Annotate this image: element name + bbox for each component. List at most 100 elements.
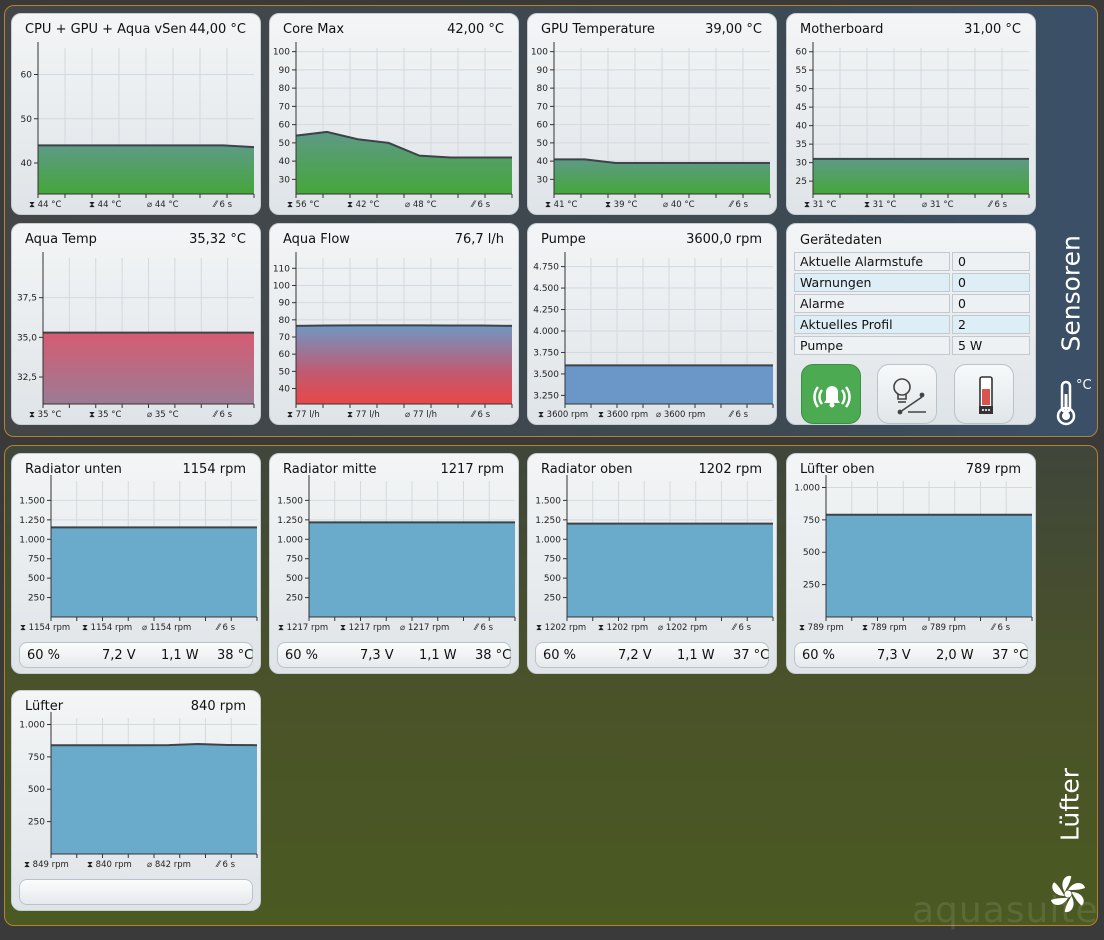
- stat-avg: ⌀ 77 l/h: [405, 410, 437, 420]
- interval-icon: ⁄⁄: [472, 410, 475, 420]
- stat-avg: ⌀ 842 rpm: [147, 860, 191, 870]
- stat-min: ⧗ 1202 rpm: [598, 623, 649, 633]
- fan-info-bar: 60 % 7,3 V 2,0 W 37 °C: [794, 642, 1028, 668]
- fan-panel-luefter[interactable]: Lüfter 840 rpm 250 500 750 1.000 ⧗ 849 rpm …: [11, 690, 261, 911]
- device-row-alarms: Alarme 0: [794, 294, 1030, 313]
- y-tick-label: 50: [279, 367, 291, 377]
- panel-value: 31,00 °C: [964, 22, 1021, 37]
- panel-title: Radiator mitte: [283, 462, 377, 477]
- sensor-panel-aquaflow[interactable]: Aqua Flow 76,7 l/h 40 50 60 70 80 90 100 110 ⧗ …: [269, 223, 519, 425]
- series-area: [296, 131, 512, 194]
- stat-min: ⧗ 840 rpm: [87, 860, 132, 870]
- y-tick-label: 35,0: [17, 333, 37, 343]
- fan-info-bar-empty: [19, 879, 253, 905]
- y-tick-label: 40: [796, 122, 808, 132]
- interval-icon: ⁄⁄: [217, 623, 220, 633]
- y-tick-label: 32,5: [17, 373, 37, 383]
- series-area: [565, 365, 773, 404]
- sensor-panel-coremax[interactable]: Core Max 42,00 °C 30 40 50 60 70 80 90 100 ⧗ 56…: [269, 13, 519, 215]
- min-icon: ⧗: [598, 623, 604, 633]
- thermometer-icon: [1056, 380, 1076, 426]
- min-icon: ⧗: [87, 860, 93, 870]
- panel-title: CPU + GPU + Aqua vSen: [25, 22, 187, 37]
- fan-panel-rad-mitte[interactable]: Radiator mitte 1217 rpm 250 500 750 1.000 1.…: [269, 453, 519, 674]
- min-icon: ⧗: [89, 410, 95, 420]
- panel-title: Aqua Temp: [25, 232, 97, 247]
- y-tick-label: 500: [803, 548, 820, 558]
- y-tick-label: 30: [537, 175, 549, 185]
- sensor-panel-aquatemp[interactable]: Aqua Temp 35,32 °C 32,5 35,0 37,5 ⧗ 35 °C …: [11, 223, 261, 425]
- y-tick-label: 1.250: [19, 516, 45, 526]
- min-icon: ⧗: [605, 200, 611, 210]
- min-icon: ⧗: [347, 410, 353, 420]
- interval-icon: ⁄⁄: [475, 623, 478, 633]
- y-tick-label: 1.500: [535, 496, 561, 506]
- panel-value: 35,32 °C: [189, 232, 246, 247]
- y-tick-label: 70: [279, 333, 291, 343]
- sensor-panel-gpu[interactable]: GPU Temperature 39,00 °C 30 40 50 60 70 80 90 1…: [527, 13, 777, 215]
- panel-title: Core Max: [283, 22, 345, 37]
- y-tick-label: 100: [273, 281, 290, 291]
- stat-interval: ⁄⁄ 6 s: [217, 860, 236, 870]
- stat-interval: ⁄⁄ 6 s: [733, 623, 752, 633]
- stat-avg: ⌀ 31 °C: [922, 200, 954, 210]
- min-icon: ⧗: [864, 200, 870, 210]
- stat-interval: ⁄⁄ 6 s: [214, 200, 233, 210]
- y-tick-label: 250: [28, 818, 45, 828]
- stat-min: ⧗ 1154 rpm: [82, 623, 133, 633]
- fan-icon: [1051, 875, 1085, 913]
- fan-panel-rad-unten[interactable]: Radiator unten 1154 rpm 250 500 750 1.000 1.…: [11, 453, 261, 674]
- series-area: [813, 158, 1029, 194]
- y-tick-label: 50: [796, 85, 808, 95]
- fan-panel-luefter-oben[interactable]: Lüfter oben 789 rpm 250 500 750 1.000 ⧗ 789…: [786, 453, 1036, 674]
- chart-pump: 3.250 3.500 3.750 4.000 4.250 4.500 4.750: [533, 252, 774, 408]
- max-icon: ⧗: [536, 623, 542, 633]
- light-switch-button[interactable]: [877, 364, 937, 424]
- max-icon: ⧗: [29, 200, 35, 210]
- stat-max: ⧗ 849 rpm: [24, 860, 69, 870]
- panel-title: Pumpe: [541, 232, 586, 247]
- fan-panel-rad-oben[interactable]: Radiator oben 1202 rpm 250 500 750 1.000 1.2…: [527, 453, 777, 674]
- device-row-alarm-level: Aktuelle Alarmstufe 0: [794, 252, 1030, 271]
- alarm-button[interactable]: [801, 364, 861, 424]
- panel-title: Aqua Flow: [283, 232, 350, 247]
- y-tick-label: 40: [537, 157, 549, 167]
- interval-icon: ⁄⁄: [730, 410, 733, 420]
- stat-max: ⧗ 1154 rpm: [20, 623, 71, 633]
- interval-icon: ⁄⁄: [733, 623, 736, 633]
- avg-icon: ⌀: [658, 623, 664, 633]
- stat-min: ⧗ 31 °C: [864, 200, 897, 210]
- stat-interval: ⁄⁄ 6 s: [992, 623, 1011, 633]
- y-tick-label: 60: [279, 350, 291, 360]
- sensor-panel-cpu[interactable]: CPU + GPU + Aqua vSen 44,00 °C 40 50 60 ⧗ …: [11, 13, 261, 215]
- y-tick-label: 750: [286, 555, 303, 565]
- sensor-panel-pump[interactable]: Pumpe 3600,0 rpm 3.250 3.500 3.750 4.000 4.2…: [527, 223, 777, 425]
- y-tick-label: 750: [28, 555, 45, 565]
- y-tick-label: 35: [796, 140, 807, 150]
- sensor-panel-mobo[interactable]: Motherboard 31,00 °C 25 30 35 40 45 50 55 60 ⧗ …: [786, 13, 1036, 215]
- interval-icon: ⁄⁄: [992, 623, 995, 633]
- series-line: [295, 324, 513, 327]
- min-icon: ⧗: [598, 410, 604, 420]
- reservoir-button[interactable]: [954, 364, 1014, 424]
- stat-max: ⧗ 77 l/h: [287, 410, 320, 420]
- chart-rad-mitte: 250 500 750 1.000 1.250 1.500: [277, 475, 516, 621]
- y-tick-label: 30: [279, 175, 291, 185]
- alarm-bell-icon: [813, 386, 851, 408]
- panel-value: 76,7 l/h: [454, 232, 504, 247]
- device-row-profile: Aktuelles Profil 2: [794, 315, 1030, 334]
- y-tick-label: 250: [803, 581, 820, 591]
- y-tick-label: 4.750: [533, 263, 559, 273]
- panel-value: 1217 rpm: [440, 462, 504, 477]
- min-icon: ⧗: [862, 623, 868, 633]
- series-line: [295, 130, 512, 159]
- y-tick-label: 60: [537, 121, 549, 131]
- interval-icon: ⁄⁄: [214, 410, 217, 420]
- y-tick-label: 250: [544, 594, 561, 604]
- max-icon: ⧗: [545, 200, 551, 210]
- panel-title: Radiator unten: [25, 462, 122, 477]
- y-tick-label: 70: [537, 102, 549, 112]
- y-tick-label: 90: [279, 299, 291, 309]
- y-tick-label: 1.000: [277, 535, 303, 545]
- series-area: [554, 159, 770, 194]
